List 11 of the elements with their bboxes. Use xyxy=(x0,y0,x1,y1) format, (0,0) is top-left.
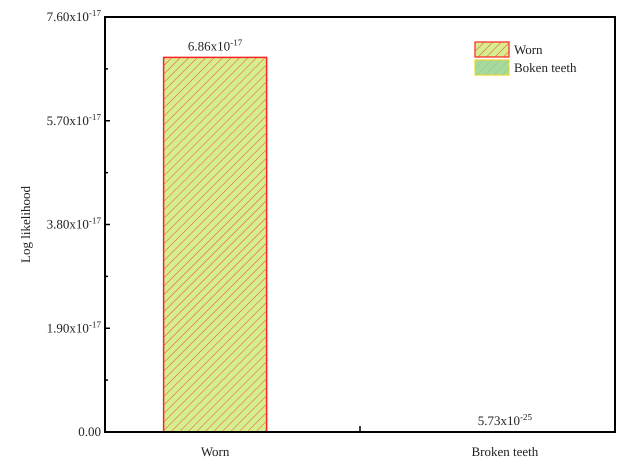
legend-label: Boken teeth xyxy=(514,60,577,75)
data-label: 6.86x10$^{-17}$ xyxy=(188,37,243,54)
y-axis-title: Log likelihood xyxy=(18,186,33,263)
y-tick-label: 1.90x10$^{-17}$ xyxy=(46,319,102,336)
y-tick-label: 7.60x10$^{-17}$ xyxy=(46,8,102,24)
y-tick-label: 3.80x10$^{-17}$ xyxy=(46,216,102,232)
y-tick-label: 0.00 xyxy=(78,424,101,439)
y-tick-label: 5.70x10$^{-17}$ xyxy=(46,112,102,128)
data-label: 5.73x10$^{-25}$ xyxy=(478,412,533,428)
legend-label: Worn xyxy=(514,42,544,57)
x-tick-label: Broken teeth xyxy=(471,444,539,459)
